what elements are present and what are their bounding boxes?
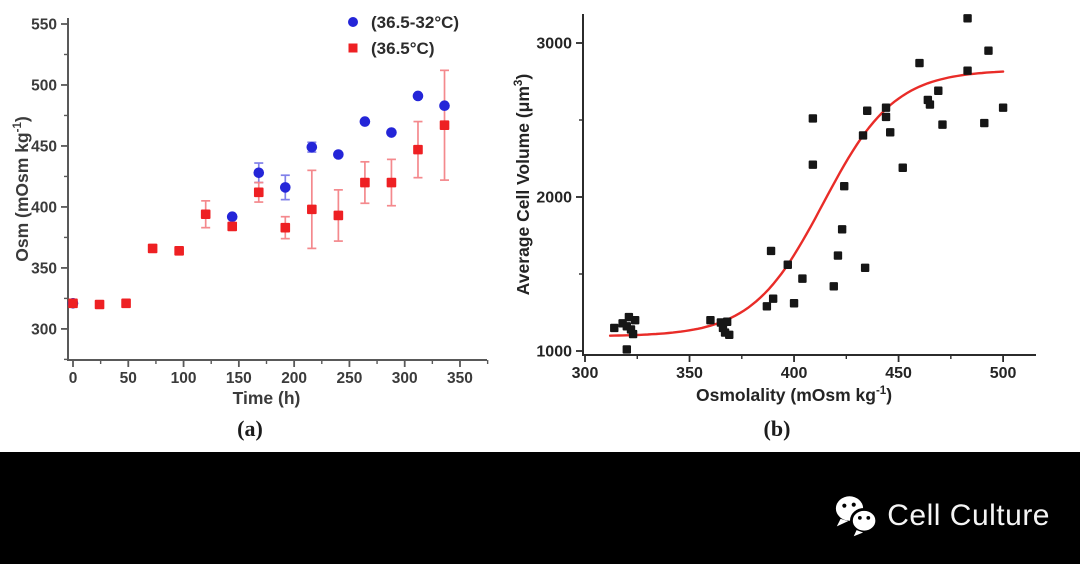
svg-text:500: 500 (990, 365, 1017, 382)
series-36.5-32C (67, 90, 450, 309)
svg-text:400: 400 (31, 199, 57, 216)
chart-a: 0 50 100 150 200 250 300 350 300 350 400 450 500 550 T… (12, 13, 489, 408)
svg-text:3000: 3000 (536, 36, 572, 53)
svg-text:500: 500 (31, 77, 57, 94)
svg-text:400: 400 (781, 365, 808, 382)
svg-text:300: 300 (572, 365, 599, 382)
svg-text:2000: 2000 (536, 190, 572, 207)
svg-text:Average Cell Volume (μm3): Average Cell Volume (μm3) (513, 74, 533, 295)
svg-text:550: 550 (31, 17, 57, 34)
svg-text:0: 0 (69, 370, 78, 387)
chart-b: 300 350 400 450 500 1000 2000 3000 Osmolality (m… (513, 14, 1036, 405)
svg-text:350: 350 (447, 370, 473, 387)
brand-name: Cell Culture (887, 499, 1050, 532)
brand-lockup: Cell Culture (834, 495, 1050, 537)
series-average-cell-volume (610, 14, 1008, 354)
legend: (36.5-32°C) (36.5°C) (348, 13, 459, 58)
caption-b: (b) (763, 416, 791, 441)
svg-text:250: 250 (336, 370, 362, 387)
svg-text:Osm (mOsm kg-1): Osm (mOsm kg-1) (12, 116, 32, 261)
svg-text:(36.5°C): (36.5°C) (371, 39, 434, 58)
svg-text:350: 350 (31, 260, 57, 277)
charts-figure: 0 50 100 150 200 250 300 350 300 350 400 450 500 550 T… (12, 13, 1036, 408)
svg-text:1000: 1000 (536, 344, 572, 361)
svg-text:450: 450 (885, 365, 912, 382)
series-36.5C (68, 120, 450, 310)
svg-text:450: 450 (31, 138, 57, 155)
svg-text:Time (h): Time (h) (233, 388, 301, 408)
svg-text:50: 50 (120, 370, 137, 387)
svg-text:300: 300 (392, 370, 418, 387)
svg-text:Osmolality (mOsm kg-1): Osmolality (mOsm kg-1) (696, 385, 892, 405)
caption-a: (a) (237, 416, 263, 441)
svg-text:200: 200 (281, 370, 307, 387)
svg-text:350: 350 (676, 365, 703, 382)
svg-text:300: 300 (31, 321, 57, 338)
footer-bar: Cell Culture (0, 452, 1080, 564)
svg-text:100: 100 (171, 370, 197, 387)
fit-curve (608, 70, 1005, 337)
wechat-icon (836, 496, 879, 537)
svg-text:150: 150 (226, 370, 252, 387)
svg-text:(36.5-32°C): (36.5-32°C) (371, 13, 459, 32)
